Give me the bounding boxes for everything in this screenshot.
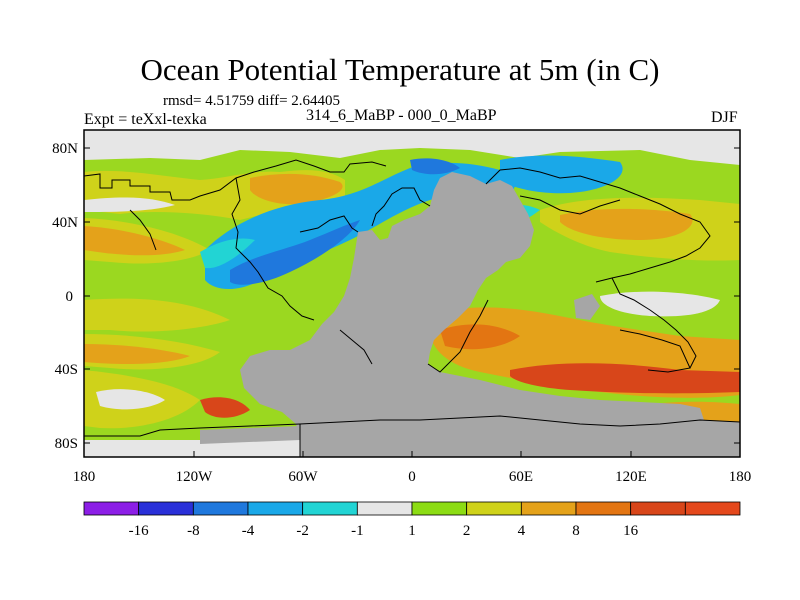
colorbar-box [466,501,522,516]
landmass-island [574,294,600,320]
colorbar-box [520,501,577,516]
colorbar-box [83,501,140,516]
colorbar-label: -16 [129,523,149,539]
lon-label: 0 [408,469,416,485]
colorbar-box [575,501,632,516]
landmass-grey [240,172,740,457]
far-south-neutral [96,389,165,410]
far-south-hot-spot [200,397,250,418]
map-field [84,130,740,457]
n-pacific-cool-strip [84,197,175,212]
east-hot-band [560,208,693,240]
lon-label: 60E [509,469,533,485]
lat-label: 80S [55,436,78,452]
lon-ticks [83,451,741,457]
n-pacific-subtropic-hot [84,226,185,256]
colorbar [83,501,741,516]
colorbar-label: 1 [408,523,416,539]
colorbar-box [138,501,194,516]
colorbar-label: -4 [242,523,255,539]
lon-label: 180 [73,469,96,485]
lat-ticks [84,147,740,444]
north-pacific-east-cool [500,155,623,194]
arctic-neutral-band [84,130,740,165]
colorbar-box [630,501,686,516]
map-title: Ocean Potential Temperature at 5m (in C) [140,52,660,87]
lat-label: 80N [52,141,78,157]
colorbar-box [411,501,468,516]
lon-label: 180 [729,469,752,485]
landmass-europe [442,190,490,228]
lat-label: 40S [55,362,78,378]
tropical-warm-west [84,298,230,332]
colorbar-box [302,501,358,516]
indian-hot-core [440,324,520,350]
north-atlantic-cool-core [410,158,460,175]
colorbar-box [247,501,304,516]
colorbar-label: -8 [187,523,200,539]
colorbar-label: 16 [623,523,639,539]
lat-label: 40N [52,215,78,231]
lon-label: 120W [176,469,214,485]
colorbar-labels: -16 -8 -4 -2 -1 1 2 4 8 16 [129,523,639,539]
coastlines [84,159,740,457]
south-hot-west [84,344,190,364]
colorbar-label: 4 [518,523,526,539]
difference-label: 314_6_MaBP - 000_0_MaBP [306,107,497,124]
season-label: DJF [711,109,738,126]
colorbar-label: 8 [572,523,580,539]
colorbar-box [356,501,413,516]
cool-tongue-core [230,220,360,285]
rmsd-diff-stats: rmsd= 4.51759 diff= 2.64405 [163,93,341,109]
experiment-label: Expt = teXxl-texka [84,111,207,128]
south-indian-hot [510,363,740,394]
lon-label: 120E [615,469,647,485]
lon-label: 60W [288,469,318,485]
landmass-antarctic-west [200,426,300,444]
cool-edge-west [200,238,255,269]
lat-label: 0 [66,289,74,305]
colorbar-label: 2 [463,523,471,539]
colorbar-box [684,501,741,516]
n-pacific-hot [250,173,343,205]
colorbar-label: -1 [351,523,364,539]
colorbar-box [192,501,249,516]
colorbar-label: -2 [296,523,309,539]
